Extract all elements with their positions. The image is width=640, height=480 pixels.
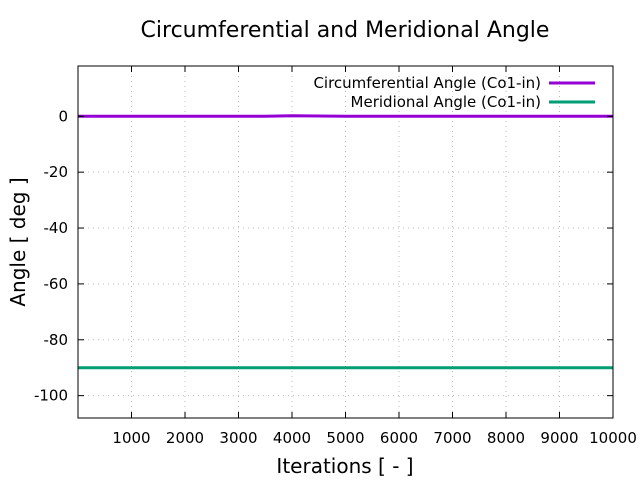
y-tick-label: -60 <box>44 275 69 293</box>
x-tick-label: 5000 <box>326 429 364 447</box>
axis-ticks: 1000 2000 3000 4000 5000 6000 7000 8000 9000 1000… <box>34 66 637 447</box>
y-tick-label: -40 <box>44 219 69 237</box>
y-tick-label: -100 <box>34 387 68 405</box>
x-tick-label: 1000 <box>112 429 150 447</box>
chart-title: Circumferential and Meridional Angle <box>141 18 550 43</box>
x-tick-label: 10000 <box>589 429 637 447</box>
x-tick-label: 7000 <box>433 429 471 447</box>
y-tick-label: -80 <box>44 331 69 349</box>
legend-label-2: Meridional Angle (Co1-in) <box>351 93 541 111</box>
grid <box>78 66 614 418</box>
y-tick-label: 0 <box>58 107 68 125</box>
x-tick-label: 9000 <box>540 429 578 447</box>
legend: Circumferential Angle (Co1-in)Meridional… <box>313 74 595 111</box>
series-lines <box>78 114 613 370</box>
x-axis-label: Iterations [ - ] <box>276 454 413 478</box>
series-line-1 <box>78 114 613 118</box>
y-axis-label: Angle [ deg ] <box>6 177 30 306</box>
x-tick-label: 3000 <box>219 429 257 447</box>
x-tick-label: 8000 <box>487 429 525 447</box>
x-tick-label: 2000 <box>166 429 204 447</box>
legend-label-1: Circumferential Angle (Co1-in) <box>313 74 541 92</box>
x-tick-label: 6000 <box>380 429 418 447</box>
y-tick-label: -20 <box>44 163 69 181</box>
x-tick-label: 4000 <box>273 429 311 447</box>
